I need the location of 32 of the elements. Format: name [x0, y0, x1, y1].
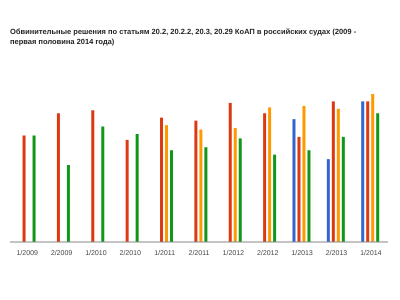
bar	[32, 135, 36, 242]
bar	[263, 113, 266, 242]
bar	[165, 125, 168, 242]
bar	[366, 101, 370, 242]
bar	[170, 150, 174, 242]
bar	[22, 135, 26, 242]
bar	[371, 94, 374, 242]
bar	[297, 136, 300, 242]
bar	[199, 130, 202, 242]
bar	[342, 136, 345, 242]
bar	[228, 102, 232, 242]
bar	[66, 165, 70, 242]
bar	[332, 101, 335, 242]
bar	[307, 150, 310, 242]
bar	[194, 120, 198, 242]
bar	[292, 119, 296, 242]
bar	[336, 108, 340, 242]
bar	[268, 107, 272, 242]
bar	[273, 154, 276, 242]
bar	[91, 110, 94, 242]
bar	[361, 101, 364, 242]
bar	[160, 118, 164, 242]
bar	[302, 106, 306, 242]
bar	[238, 138, 242, 242]
bar	[234, 128, 237, 242]
bar	[56, 113, 60, 242]
bar	[204, 147, 208, 242]
bar	[136, 134, 139, 242]
bar	[126, 140, 129, 242]
bar	[326, 159, 330, 242]
bar	[101, 126, 104, 242]
bar	[376, 113, 380, 242]
